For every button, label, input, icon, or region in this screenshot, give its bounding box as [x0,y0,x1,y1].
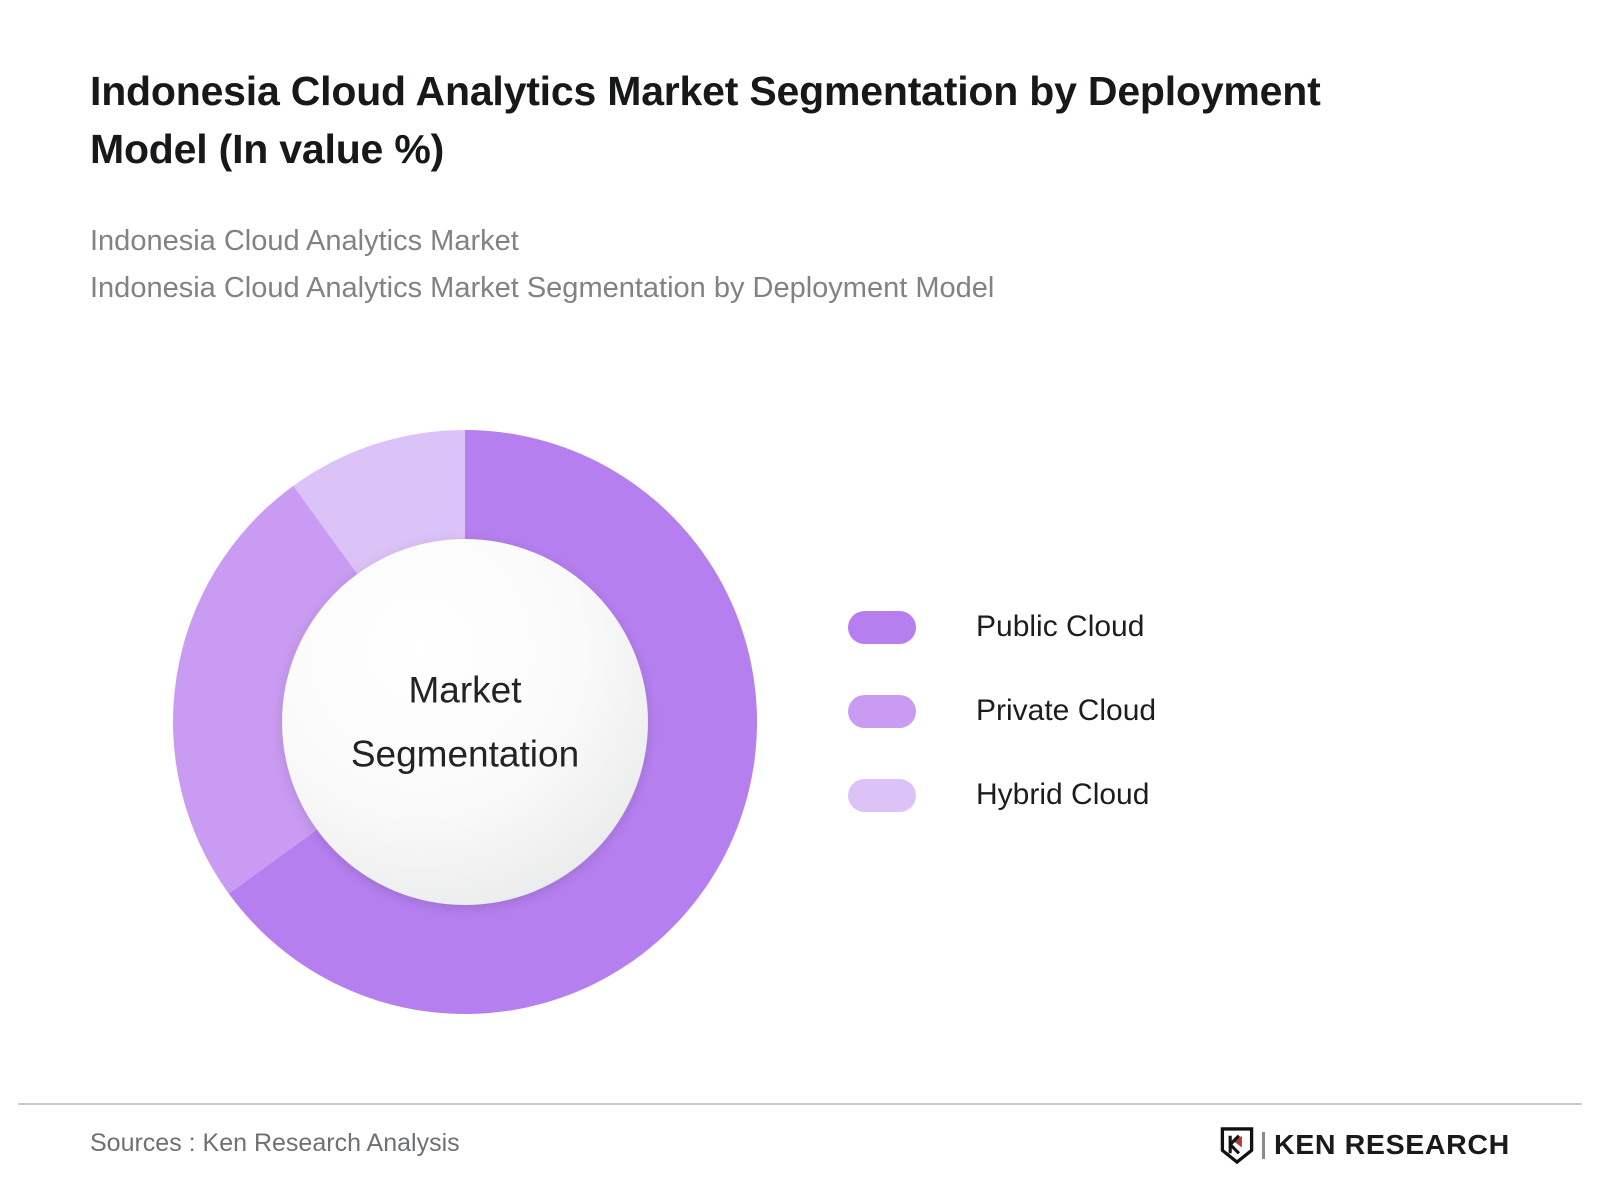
subtitle-block: Indonesia Cloud Analytics Market Indones… [90,218,1390,311]
logo-separator [1261,1131,1265,1159]
brand-name: KEN RESEARCH [1273,1129,1510,1160]
footer-divider [18,1103,1582,1105]
chart-legend: Public Cloud Private Cloud Hybrid Cloud [848,585,1156,837]
ken-research-logo: KEN RESEARCH [1220,1125,1509,1165]
legend-swatch-icon [848,694,916,728]
chart-area: Market Segmentation Public Cloud Private… [0,400,1600,1060]
source-text: Sources : Ken Research Analysis [90,1129,460,1157]
legend-swatch-icon [848,610,916,644]
chart-header: Indonesia Cloud Analytics Market Segment… [90,62,1390,311]
donut-center-hole [282,539,648,905]
chart-footer: Sources : Ken Research Analysis KEN RESE… [0,1103,1600,1200]
legend-swatch-icon [848,778,916,812]
legend-label: Public Cloud [976,610,1145,643]
donut-chart: Market Segmentation [173,430,758,1014]
legend-label: Private Cloud [976,694,1157,727]
legend-item-hybrid-cloud[interactable]: Hybrid Cloud [848,753,1156,837]
page-title: Indonesia Cloud Analytics Market Segment… [90,68,1321,173]
subtitle-line-1: Indonesia Cloud Analytics Market [90,225,519,258]
donut-svg [173,430,758,1014]
subtitle-line-2: Indonesia Cloud Analytics Market Segment… [90,271,995,304]
ken-shield-k-icon [1220,1126,1254,1164]
legend-label: Hybrid Cloud [976,778,1150,811]
legend-item-private-cloud[interactable]: Private Cloud [848,669,1156,753]
legend-item-public-cloud[interactable]: Public Cloud [848,585,1156,669]
